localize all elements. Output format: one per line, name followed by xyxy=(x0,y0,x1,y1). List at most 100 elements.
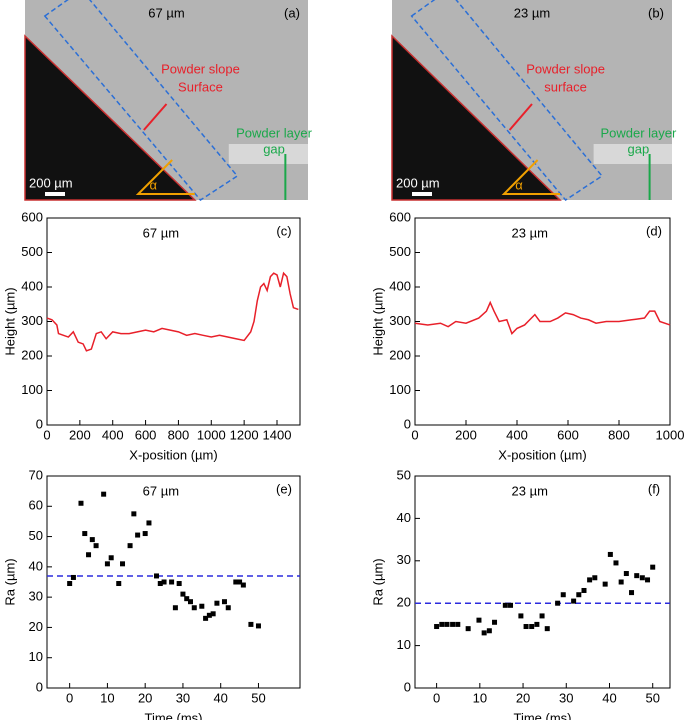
slope-arrow xyxy=(508,103,533,131)
data-point xyxy=(78,500,84,506)
data-point xyxy=(221,599,227,605)
x-tick-label: 50 xyxy=(251,690,265,705)
scale-bar xyxy=(45,192,65,196)
slope-label: Powder slope xyxy=(161,61,240,76)
slope-box xyxy=(43,0,239,201)
data-point xyxy=(157,581,163,587)
x-tick-label: 1000 xyxy=(656,427,685,442)
data-point xyxy=(199,603,205,609)
y-tick-label: 10 xyxy=(29,649,43,664)
y-tick-label: 300 xyxy=(389,313,411,328)
y-tick-label: 50 xyxy=(397,467,411,482)
data-line xyxy=(414,300,671,335)
data-point xyxy=(225,605,231,611)
x-tick-label: 30 xyxy=(559,690,573,705)
y-tick-label: 600 xyxy=(389,209,411,224)
image-panel: 67 µm (a) Powder slope Surface Powder layerg… xyxy=(24,0,313,201)
slope-box xyxy=(410,0,604,201)
data-point xyxy=(172,605,178,611)
x-tick-label: 1200 xyxy=(230,427,259,442)
gap-label: gap xyxy=(628,141,650,156)
data-point xyxy=(176,581,182,587)
data-point xyxy=(650,564,656,570)
powder-region xyxy=(24,34,197,201)
panel-label: (d) xyxy=(646,223,662,238)
data-point xyxy=(101,491,107,497)
slope-label: surface xyxy=(544,79,587,94)
angle-label: α xyxy=(515,177,523,192)
y-tick-label: 30 xyxy=(397,552,411,567)
y-tick-label: 300 xyxy=(21,313,43,328)
y-axis-label: Ra (µm) xyxy=(370,558,385,605)
y-tick-label: 40 xyxy=(29,558,43,573)
y-tick-label: 400 xyxy=(389,278,411,293)
y-tick-label: 10 xyxy=(397,637,411,652)
data-point xyxy=(142,531,148,537)
chart: 0 10 20 30 40 50 60 70 0 10 20 30 40 50 Time (ms) Ra (µ… xyxy=(2,467,301,720)
x-tick-label: 400 xyxy=(102,427,124,442)
data-point xyxy=(434,624,440,630)
panel-label: (c) xyxy=(276,223,291,238)
data-point xyxy=(629,590,635,596)
data-point xyxy=(439,621,445,627)
data-point xyxy=(233,579,239,585)
y-tick-label: 200 xyxy=(21,347,43,362)
data-point xyxy=(492,619,498,625)
y-axis-label: Ra (µm) xyxy=(2,558,17,605)
data-point xyxy=(481,630,487,636)
data-point xyxy=(639,575,645,581)
chart: 0 100 200 300 400 500 600 0 200 400 600 800 1000 X-po… xyxy=(370,209,684,462)
data-point xyxy=(169,579,175,585)
data-point xyxy=(518,613,524,619)
x-tick-label: 200 xyxy=(455,427,477,442)
data-point xyxy=(508,602,514,608)
x-tick-label: 40 xyxy=(213,690,227,705)
x-tick-label: 0 xyxy=(411,427,418,442)
data-point xyxy=(502,602,508,608)
y-tick-label: 200 xyxy=(389,347,411,362)
panel-label: (f) xyxy=(648,481,660,496)
data-point xyxy=(248,621,254,627)
y-tick-label: 0 xyxy=(36,416,43,431)
data-point xyxy=(539,613,545,619)
data-point xyxy=(191,605,197,611)
y-axis-label: Height (µm) xyxy=(370,287,385,355)
slope-label: Powder slope xyxy=(526,61,605,76)
x-tick-label: 800 xyxy=(168,427,190,442)
x-tick-label: 10 xyxy=(473,690,487,705)
data-point xyxy=(187,599,193,605)
y-tick-label: 60 xyxy=(29,498,43,513)
data-point xyxy=(486,628,492,634)
data-point xyxy=(544,626,550,632)
y-tick-label: 20 xyxy=(29,619,43,634)
data-point xyxy=(67,581,73,587)
y-tick-label: 500 xyxy=(389,244,411,259)
plot-frame xyxy=(414,475,671,689)
angle-mark xyxy=(501,159,560,195)
data-point xyxy=(450,621,456,627)
data-point xyxy=(613,560,619,566)
data-point xyxy=(154,573,160,579)
photo-title: 67 µm xyxy=(148,5,184,20)
data-point xyxy=(523,624,529,630)
data-point xyxy=(623,571,629,577)
data-point xyxy=(86,552,92,558)
gap-label: Powder layer xyxy=(600,125,677,140)
photo-title: 23 µm xyxy=(514,5,550,20)
powder-region xyxy=(391,34,562,201)
chart: 0 100 200 300 400 500 600 0 200 400 600 800 1000 1200… xyxy=(2,209,301,462)
y-tick-label: 400 xyxy=(21,278,43,293)
data-point xyxy=(255,623,261,629)
data-point xyxy=(587,577,593,583)
slope-label: Surface xyxy=(178,79,223,94)
x-axis-label: X-position (µm) xyxy=(129,447,217,462)
y-tick-label: 0 xyxy=(404,679,411,694)
x-tick-label: 600 xyxy=(135,427,157,442)
data-point xyxy=(576,592,582,598)
scale-bar xyxy=(412,192,432,196)
y-tick-label: 500 xyxy=(21,244,43,259)
x-tick-label: 1400 xyxy=(263,427,292,442)
x-tick-label: 20 xyxy=(138,690,152,705)
gap-label: gap xyxy=(263,141,285,156)
